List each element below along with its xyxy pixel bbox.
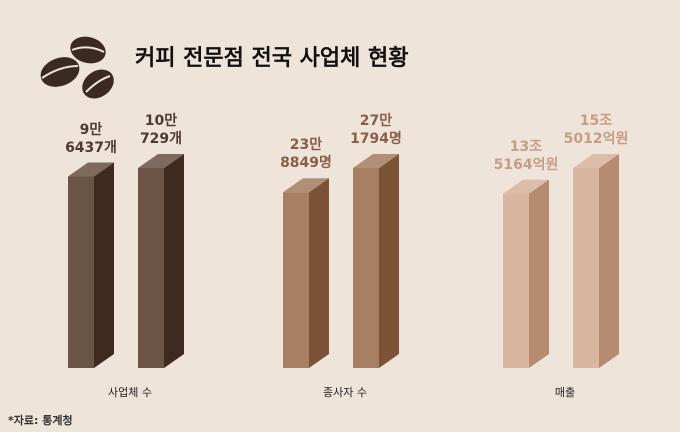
title: 커피 전문점 전국 사업체 현황 — [135, 46, 409, 71]
x-axis-label: 사업체 수 — [108, 386, 152, 399]
bar-3d — [353, 154, 399, 368]
bar-top — [68, 162, 114, 177]
bar-side — [164, 154, 184, 368]
coffee-beans-icon — [40, 36, 114, 99]
bar — [503, 193, 529, 368]
bar-3d — [68, 162, 114, 368]
value-label: 15조 5012억원 — [563, 113, 629, 147]
value-label: 10만 729개 — [139, 113, 183, 147]
bar — [573, 168, 599, 368]
bar-top — [283, 178, 329, 193]
bar-top — [138, 154, 184, 168]
bar-top — [503, 179, 549, 194]
bar-side — [379, 154, 399, 368]
bar-3d — [283, 178, 329, 368]
bar — [283, 192, 309, 368]
bar — [68, 176, 94, 368]
x-axis-label: 매출 — [554, 386, 576, 399]
bar-side — [529, 179, 549, 368]
bar — [138, 168, 164, 368]
bar-3d — [503, 179, 549, 368]
bar-side — [94, 162, 114, 368]
bar-top — [573, 154, 619, 168]
value-label: 9만 6437개 — [65, 121, 117, 156]
bar-3d — [573, 154, 619, 368]
bar-3d — [138, 154, 184, 368]
bar — [353, 168, 379, 368]
value-label: 23만 8849명 — [280, 137, 332, 172]
value-label: 13조 5164억원 — [493, 138, 559, 173]
value-label: 27만 1794명 — [350, 113, 402, 147]
bar-side — [599, 154, 619, 368]
bar-side — [309, 178, 329, 368]
source: *자료: 통계청 — [8, 414, 73, 427]
bar-top — [353, 154, 399, 168]
x-axis-label: 종사자 수 — [323, 386, 367, 399]
